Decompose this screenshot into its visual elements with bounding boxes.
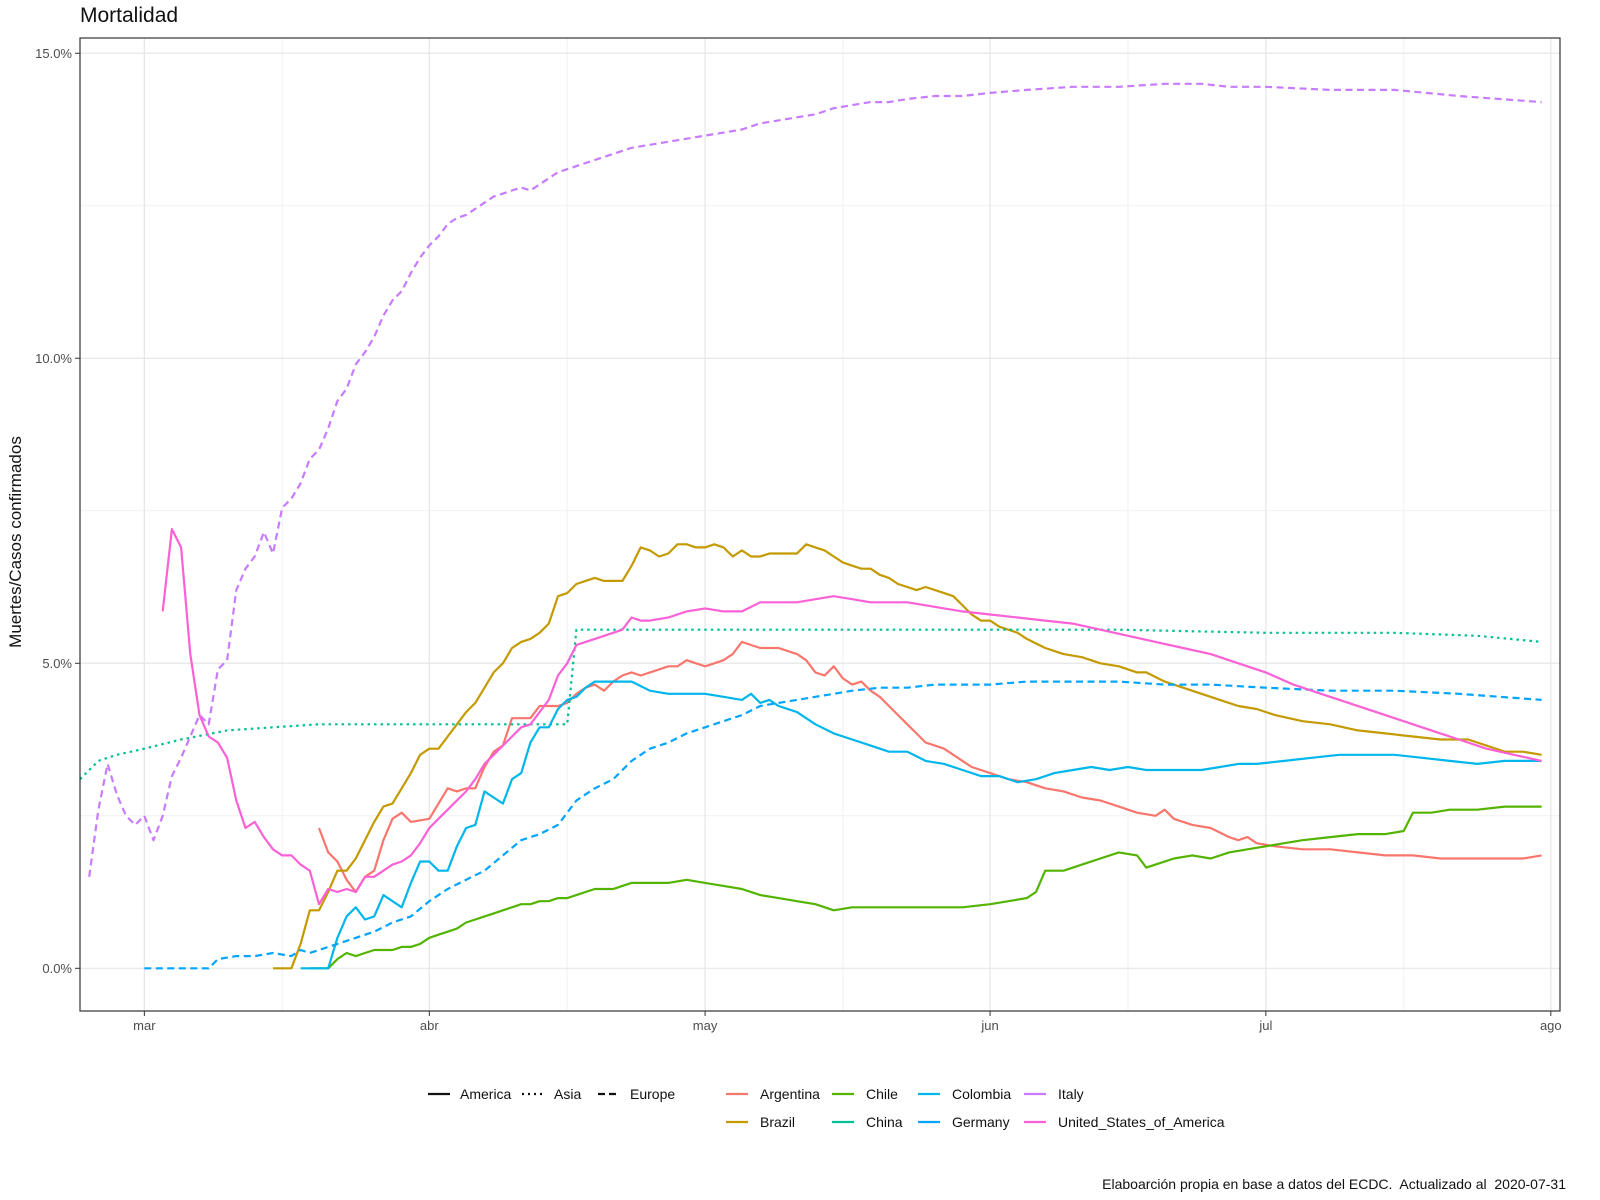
legend-linetype-label: Asia [554, 1086, 581, 1102]
legend-series-label: Colombia [952, 1086, 1011, 1102]
legend-series-label: Germany [952, 1114, 1010, 1130]
source-caption: Elaboarción propia en base a datos del E… [1102, 1176, 1566, 1192]
legend-series-label: Argentina [760, 1086, 820, 1102]
grid [80, 38, 1560, 1011]
legend-linetype-label: Europe [630, 1086, 675, 1102]
legend-series-label: Brazil [760, 1114, 795, 1130]
legend-linetype-label: America [460, 1086, 512, 1102]
legend: America Asia Europe Argentina Brazil Chile Chi… [428, 1086, 1225, 1130]
series-line-brazil [273, 543, 1542, 970]
series-group [79, 82, 1542, 970]
x-tick-label: abr [420, 1018, 439, 1033]
x-tick-label: jul [1258, 1018, 1272, 1033]
series-line-argentina [317, 640, 1542, 894]
axes: mar abr may jun jul ago 0.0% 5.0% 10.0% 15.0% [35, 46, 1562, 1033]
x-tick-label: mar [133, 1018, 156, 1033]
x-tick-label: jun [980, 1018, 998, 1033]
x-tick-label: ago [1540, 1018, 1562, 1033]
legend-series-label: United_States_of_America [1058, 1114, 1225, 1130]
series-line-colombia [300, 680, 1542, 970]
x-tick-label: may [693, 1018, 718, 1033]
y-tick-label: 5.0% [42, 656, 72, 671]
series-line-italy [88, 82, 1542, 877]
y-tick-label: 10.0% [35, 351, 72, 366]
legend-series-label: China [866, 1114, 903, 1130]
y-tick-label: 0.0% [42, 961, 72, 976]
plot-panel-border [79, 37, 1561, 1012]
series-line-germany [144, 680, 1542, 970]
series-line-china [79, 628, 1542, 780]
y-tick-label: 15.0% [35, 46, 72, 61]
series-line-chile [309, 805, 1542, 970]
chart-title: Mortalidad [80, 4, 179, 27]
legend-series-label: Italy [1058, 1086, 1084, 1102]
legend-series-label: Chile [866, 1086, 898, 1102]
series-line-united-states-of-america [161, 528, 1542, 906]
